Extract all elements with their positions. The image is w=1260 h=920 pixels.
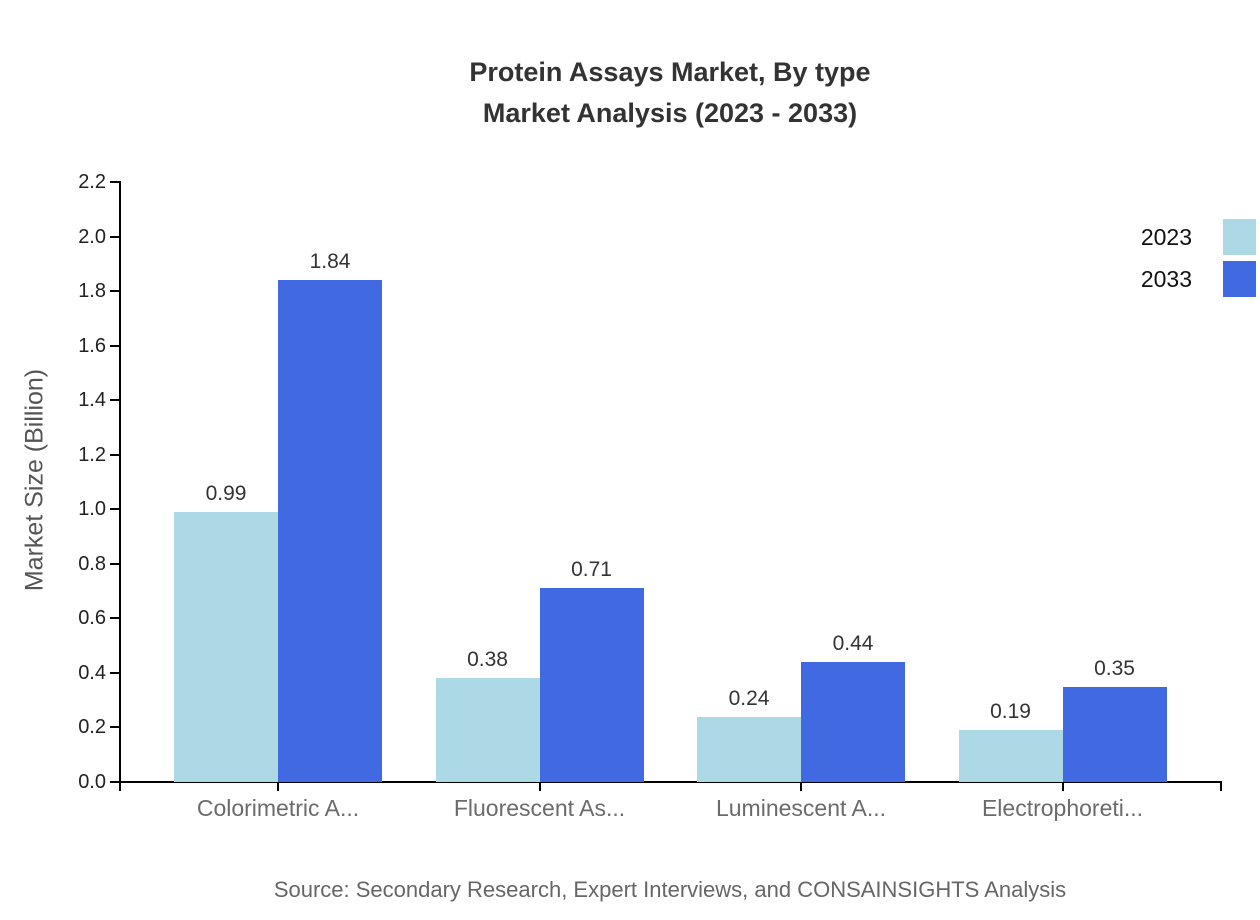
legend-item-2023: 2023 xyxy=(1141,219,1256,255)
y-tick xyxy=(110,235,119,238)
y-tick-label: 2.0 xyxy=(78,225,106,248)
x-tick xyxy=(538,782,541,791)
chart-title-line2: Market Analysis (2023 - 2033) xyxy=(482,98,858,128)
value-label-2033-3: 0.35 xyxy=(1094,656,1135,680)
x-category-label-1: Fluorescent As... xyxy=(453,795,626,821)
x-category-label-0: Colorimetric A... xyxy=(196,795,360,821)
x-category-label-2: Luminescent A... xyxy=(715,795,887,821)
bar-2023-1 xyxy=(435,678,540,782)
y-tick-label: 1.8 xyxy=(78,280,106,303)
y-tick-label: 0.4 xyxy=(78,661,106,684)
x-tick xyxy=(277,782,279,791)
y-tick-label: 1.4 xyxy=(78,389,106,412)
legend-item-2033: 2033 xyxy=(1141,261,1256,297)
bar-2033-0 xyxy=(278,280,382,782)
bar-2023-0 xyxy=(174,512,278,782)
y-tick-label: 1.2 xyxy=(78,443,106,466)
y-tick xyxy=(110,562,119,565)
y-tick-label: 0.0 xyxy=(78,771,106,793)
bar-2033-2 xyxy=(801,662,905,782)
value-label-2033-0: 1.84 xyxy=(309,250,351,274)
x-tick xyxy=(1061,782,1064,791)
y-tick xyxy=(110,453,119,456)
legend-label-2023: 2023 xyxy=(1140,223,1192,250)
x-tick xyxy=(119,782,121,791)
y-tick xyxy=(110,508,119,511)
value-label-2023-2: 0.24 xyxy=(728,686,770,710)
y-tick xyxy=(110,726,119,729)
chart-title: Protein Assays Market, By type Market An… xyxy=(80,52,1260,134)
y-tick xyxy=(110,781,119,783)
value-label-2023-1: 0.38 xyxy=(467,648,508,672)
legend-swatch-2033 xyxy=(1223,261,1256,297)
legend-label-2033: 2033 xyxy=(1140,265,1192,292)
y-tick xyxy=(110,290,119,293)
source-note: Source: Secondary Research, Expert Inter… xyxy=(273,877,1067,902)
y-tick-label: 1.0 xyxy=(78,498,106,521)
x-axis-line xyxy=(119,781,1222,783)
bar-2023-2 xyxy=(697,716,801,782)
value-label-2033-1: 0.71 xyxy=(571,558,612,582)
value-label-2023-3: 0.19 xyxy=(990,700,1031,724)
bar-2033-1 xyxy=(539,588,644,782)
y-tick xyxy=(110,617,119,620)
y-tick xyxy=(110,399,119,402)
y-tick-label: 1.6 xyxy=(78,334,106,357)
y-tick-label: 0.8 xyxy=(78,552,106,575)
value-label-2033-2: 0.44 xyxy=(832,632,874,655)
y-tick xyxy=(110,344,119,347)
y-tick-label: 2.2 xyxy=(78,171,106,193)
y-tick-label: 0.6 xyxy=(78,607,106,630)
y-axis-line xyxy=(119,181,121,790)
bar-2023-3 xyxy=(958,730,1063,782)
chart-title-line1: Protein Assays Market, By type xyxy=(469,57,871,87)
legend: 2023 2033 xyxy=(1141,219,1256,303)
value-label-2023-0: 0.99 xyxy=(205,482,247,505)
y-tick-label: 0.2 xyxy=(78,716,106,739)
x-tick xyxy=(800,782,802,791)
x-tick xyxy=(1220,782,1222,791)
x-category-label-3: Electrophoreti... xyxy=(981,795,1144,821)
y-tick xyxy=(110,671,119,674)
y-tick xyxy=(110,181,119,183)
bar-2033-3 xyxy=(1062,686,1167,782)
legend-swatch-2023 xyxy=(1223,219,1256,255)
